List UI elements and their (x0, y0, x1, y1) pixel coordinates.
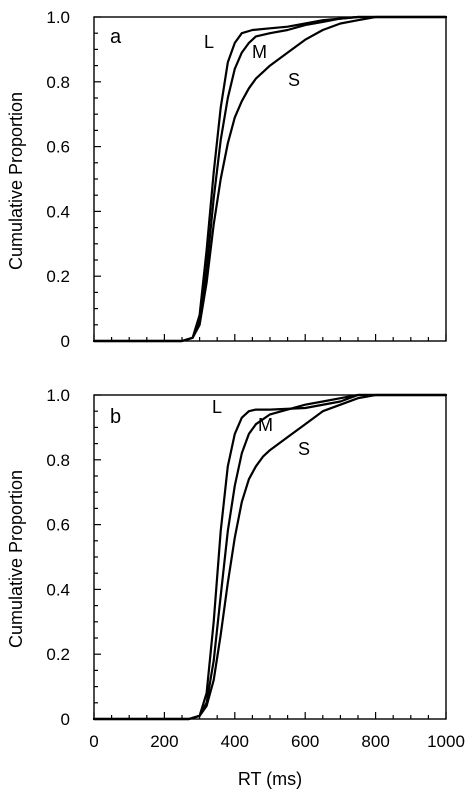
y-tick-label: 0 (61, 332, 70, 351)
series-line-s (92, 393, 448, 721)
x-tick-label: 1000 (427, 732, 465, 751)
series-label-m: M (258, 415, 273, 435)
y-axis-title: Cumulative Proportion (6, 92, 26, 270)
y-tick-label: 1.0 (46, 386, 70, 405)
x-tick-label: 0 (89, 732, 98, 751)
series-line-l (92, 393, 448, 721)
series-line-l (92, 15, 448, 343)
panel-letter: a (110, 26, 122, 48)
y-tick-label: 0.8 (46, 451, 70, 470)
x-tick-label: 800 (361, 732, 389, 751)
series-label-l: L (204, 32, 214, 52)
panel-a: 0 0.2 0.4 0.6 0.8 1.0 Cumulative Proportion a L M… (6, 8, 448, 351)
y-tick-label: 0 (61, 710, 70, 729)
plot-frame (93, 394, 447, 720)
x-tick-label: 200 (150, 732, 178, 751)
y-tick-label: 0.6 (46, 516, 70, 535)
y-tick-label: 1.0 (46, 8, 70, 27)
series-line-s (92, 15, 448, 343)
series-label-l: L (212, 397, 222, 417)
y-tick-label: 0.6 (46, 138, 70, 157)
series-label-s: S (298, 439, 310, 459)
x-tick-label: 400 (221, 732, 249, 751)
series-label-m: M (252, 42, 267, 62)
y-tick-label: 0.2 (46, 267, 70, 286)
y-tick-label: 0.2 (46, 645, 70, 664)
y-tick-label: 0.4 (46, 580, 70, 599)
y-tick-label: 0.4 (46, 202, 70, 221)
series-line-m (92, 393, 448, 721)
panel-b: 0 0.2 0.4 0.6 0.8 1.0 0 200 400 600 800 1000 Cumulat… (6, 386, 465, 789)
x-tick-label: 600 (291, 732, 319, 751)
y-tick-label: 0.8 (46, 73, 70, 92)
x-axis-title: RT (ms) (238, 769, 302, 789)
panel-letter: b (110, 406, 121, 428)
y-axis-title: Cumulative Proportion (6, 470, 26, 648)
series-label-s: S (288, 70, 300, 90)
